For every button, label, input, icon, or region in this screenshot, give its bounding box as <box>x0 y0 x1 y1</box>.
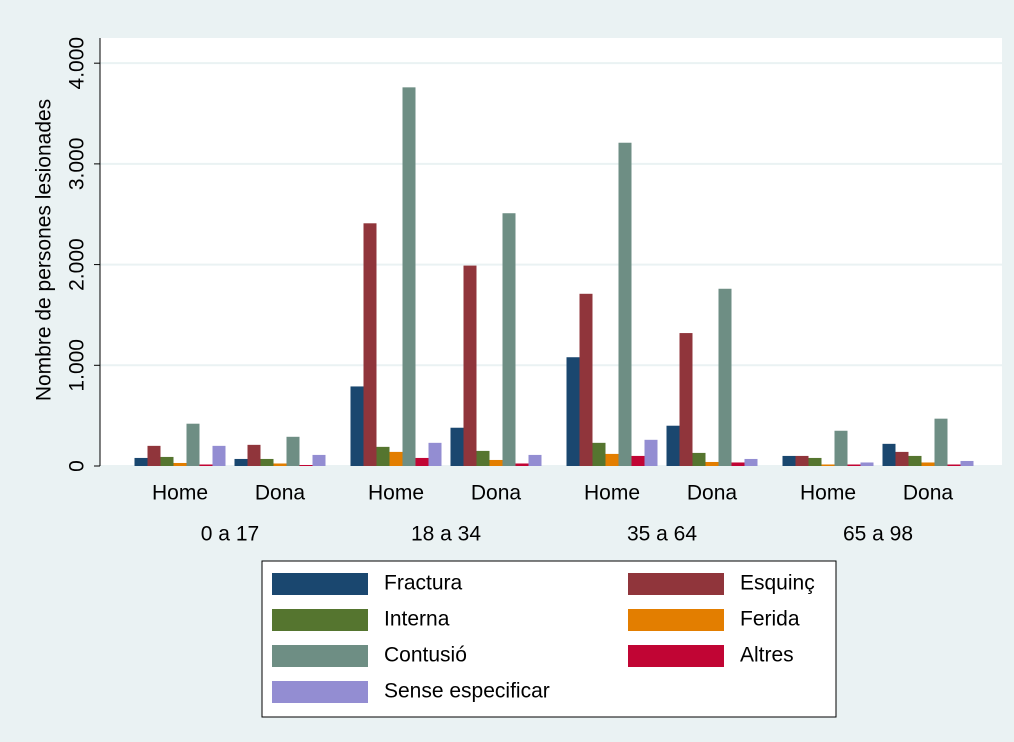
bar <box>679 333 693 466</box>
x-tick-label: Home <box>152 482 208 505</box>
bar <box>631 455 645 466</box>
group-label: 0 a 17 <box>201 523 259 546</box>
legend-label: Interna <box>384 608 450 631</box>
bar <box>947 464 961 466</box>
bar <box>705 461 719 466</box>
bar <box>260 458 274 466</box>
legend-swatch <box>272 645 368 667</box>
legend-swatch <box>628 609 724 631</box>
legend-swatch <box>272 609 368 631</box>
bar <box>795 455 809 466</box>
bar <box>428 442 442 466</box>
y-tick-label: 4.000 <box>66 37 89 90</box>
x-tick-label: Dona <box>903 482 954 505</box>
plot-area <box>100 38 1002 466</box>
bar <box>312 454 326 466</box>
bar <box>415 457 429 466</box>
legend-label: Sense especificar <box>384 680 550 703</box>
bar <box>644 439 658 466</box>
group-label: 18 a 34 <box>411 523 481 546</box>
bar <box>199 464 213 466</box>
bar <box>744 458 758 466</box>
bar <box>363 223 377 466</box>
bar <box>731 462 745 466</box>
bar <box>476 450 490 466</box>
legend-swatch <box>272 573 368 595</box>
bar <box>821 464 835 466</box>
bar <box>605 453 619 466</box>
y-axis-title: Nombre de persones lesionades <box>33 99 56 401</box>
y-tick-label: 1.000 <box>66 339 89 392</box>
legend-label: Fractura <box>384 572 463 595</box>
bar <box>147 445 161 466</box>
bar <box>921 462 935 466</box>
bar <box>234 458 248 466</box>
x-tick-label: Dona <box>687 482 738 505</box>
group-label: 35 a 64 <box>627 523 697 546</box>
bar <box>515 463 529 466</box>
bar <box>376 446 390 466</box>
y-tick-label: 2.000 <box>66 238 89 291</box>
group-label: 65 a 98 <box>843 523 913 546</box>
bar <box>502 213 516 466</box>
bar <box>489 459 503 466</box>
bar <box>934 418 948 466</box>
bar <box>860 462 874 466</box>
legend-label: Altres <box>740 644 794 667</box>
x-tick-label: Dona <box>471 482 522 505</box>
bar <box>718 288 732 466</box>
legend-label: Ferida <box>740 608 800 631</box>
bar <box>618 142 632 466</box>
bar <box>273 463 287 466</box>
x-tick-label: Dona <box>255 482 306 505</box>
legend-label: Esquinç <box>740 572 815 595</box>
bar <box>666 425 680 466</box>
bar <box>882 443 896 466</box>
bar <box>834 430 848 466</box>
x-tick-label: Home <box>584 482 640 505</box>
bar <box>847 464 861 466</box>
bar <box>566 357 580 466</box>
bar <box>247 444 261 466</box>
bar <box>389 451 403 466</box>
bar <box>895 451 909 466</box>
bar <box>960 460 974 466</box>
x-tick-label: Home <box>800 482 856 505</box>
bar <box>450 427 464 466</box>
bar <box>692 452 706 466</box>
bar <box>592 442 606 466</box>
bar <box>463 265 477 466</box>
bar <box>186 423 200 466</box>
x-tick-label: Home <box>368 482 424 505</box>
bar <box>173 462 187 466</box>
bar <box>782 455 796 466</box>
bar <box>160 456 174 466</box>
bar <box>134 457 148 466</box>
bar <box>212 445 226 466</box>
legend-label: Contusió <box>384 644 467 667</box>
legend-swatch <box>628 645 724 667</box>
bar <box>808 457 822 466</box>
bar <box>286 436 300 466</box>
y-tick-label: 0 <box>66 460 89 472</box>
legend-swatch <box>628 573 724 595</box>
bar <box>402 87 416 466</box>
bar <box>908 455 922 466</box>
y-tick-label: 3.000 <box>66 138 89 191</box>
legend-swatch <box>272 681 368 703</box>
bar <box>528 454 542 466</box>
bar <box>350 386 364 466</box>
bar <box>579 293 593 466</box>
bar <box>299 464 313 466</box>
